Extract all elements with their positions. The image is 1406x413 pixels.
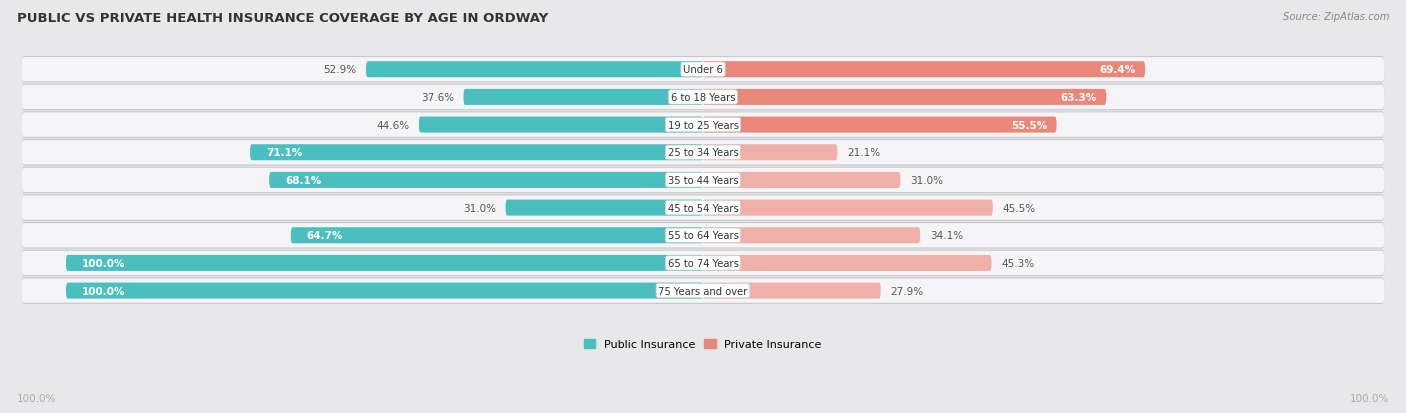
FancyBboxPatch shape bbox=[703, 173, 900, 188]
Text: 21.1%: 21.1% bbox=[846, 148, 880, 158]
FancyBboxPatch shape bbox=[703, 145, 838, 161]
FancyBboxPatch shape bbox=[21, 278, 1385, 304]
FancyBboxPatch shape bbox=[21, 223, 1385, 249]
Text: 52.9%: 52.9% bbox=[323, 65, 357, 75]
Legend: Public Insurance, Private Insurance: Public Insurance, Private Insurance bbox=[579, 335, 827, 354]
Text: 65 to 74 Years: 65 to 74 Years bbox=[668, 258, 738, 268]
Text: 25 to 34 Years: 25 to 34 Years bbox=[668, 148, 738, 158]
FancyBboxPatch shape bbox=[21, 169, 1385, 192]
FancyBboxPatch shape bbox=[21, 57, 1385, 83]
Text: 68.1%: 68.1% bbox=[285, 176, 322, 185]
Text: 55.5%: 55.5% bbox=[1011, 120, 1047, 130]
Text: 100.0%: 100.0% bbox=[82, 286, 125, 296]
Text: 100.0%: 100.0% bbox=[1350, 393, 1389, 403]
FancyBboxPatch shape bbox=[291, 228, 703, 244]
FancyBboxPatch shape bbox=[21, 251, 1385, 275]
FancyBboxPatch shape bbox=[703, 90, 1107, 106]
FancyBboxPatch shape bbox=[21, 85, 1385, 110]
FancyBboxPatch shape bbox=[21, 196, 1385, 220]
FancyBboxPatch shape bbox=[21, 279, 1385, 303]
Text: 34.1%: 34.1% bbox=[929, 231, 963, 241]
FancyBboxPatch shape bbox=[21, 113, 1385, 138]
FancyBboxPatch shape bbox=[703, 62, 1144, 78]
FancyBboxPatch shape bbox=[703, 228, 921, 244]
Text: 45 to 54 Years: 45 to 54 Years bbox=[668, 203, 738, 213]
Text: 69.4%: 69.4% bbox=[1099, 65, 1136, 75]
FancyBboxPatch shape bbox=[21, 167, 1385, 194]
Text: 64.7%: 64.7% bbox=[307, 231, 343, 241]
FancyBboxPatch shape bbox=[366, 62, 703, 78]
FancyBboxPatch shape bbox=[21, 250, 1385, 277]
FancyBboxPatch shape bbox=[21, 140, 1385, 166]
Text: 45.5%: 45.5% bbox=[1002, 203, 1036, 213]
Text: 31.0%: 31.0% bbox=[463, 203, 496, 213]
Text: 75 Years and over: 75 Years and over bbox=[658, 286, 748, 296]
Text: 63.3%: 63.3% bbox=[1060, 93, 1097, 103]
Text: 37.6%: 37.6% bbox=[420, 93, 454, 103]
Text: Under 6: Under 6 bbox=[683, 65, 723, 75]
Text: 35 to 44 Years: 35 to 44 Years bbox=[668, 176, 738, 185]
FancyBboxPatch shape bbox=[419, 117, 703, 133]
Text: 55 to 64 Years: 55 to 64 Years bbox=[668, 231, 738, 241]
FancyBboxPatch shape bbox=[464, 90, 703, 106]
Text: 100.0%: 100.0% bbox=[82, 258, 125, 268]
FancyBboxPatch shape bbox=[269, 173, 703, 188]
FancyBboxPatch shape bbox=[703, 255, 991, 271]
FancyBboxPatch shape bbox=[21, 141, 1385, 165]
FancyBboxPatch shape bbox=[21, 223, 1385, 248]
FancyBboxPatch shape bbox=[703, 200, 993, 216]
Text: 71.1%: 71.1% bbox=[266, 148, 302, 158]
FancyBboxPatch shape bbox=[21, 195, 1385, 221]
Text: 45.3%: 45.3% bbox=[1001, 258, 1035, 268]
Text: 19 to 25 Years: 19 to 25 Years bbox=[668, 120, 738, 130]
Text: PUBLIC VS PRIVATE HEALTH INSURANCE COVERAGE BY AGE IN ORDWAY: PUBLIC VS PRIVATE HEALTH INSURANCE COVER… bbox=[17, 12, 548, 25]
FancyBboxPatch shape bbox=[703, 283, 880, 299]
Text: 100.0%: 100.0% bbox=[17, 393, 56, 403]
Text: 6 to 18 Years: 6 to 18 Years bbox=[671, 93, 735, 103]
FancyBboxPatch shape bbox=[21, 84, 1385, 111]
FancyBboxPatch shape bbox=[21, 112, 1385, 138]
FancyBboxPatch shape bbox=[506, 200, 703, 216]
FancyBboxPatch shape bbox=[250, 145, 703, 161]
FancyBboxPatch shape bbox=[703, 117, 1056, 133]
Text: 31.0%: 31.0% bbox=[910, 176, 943, 185]
FancyBboxPatch shape bbox=[21, 58, 1385, 82]
FancyBboxPatch shape bbox=[66, 283, 703, 299]
Text: Source: ZipAtlas.com: Source: ZipAtlas.com bbox=[1282, 12, 1389, 22]
FancyBboxPatch shape bbox=[66, 255, 703, 271]
Text: 44.6%: 44.6% bbox=[377, 120, 409, 130]
Text: 27.9%: 27.9% bbox=[890, 286, 924, 296]
